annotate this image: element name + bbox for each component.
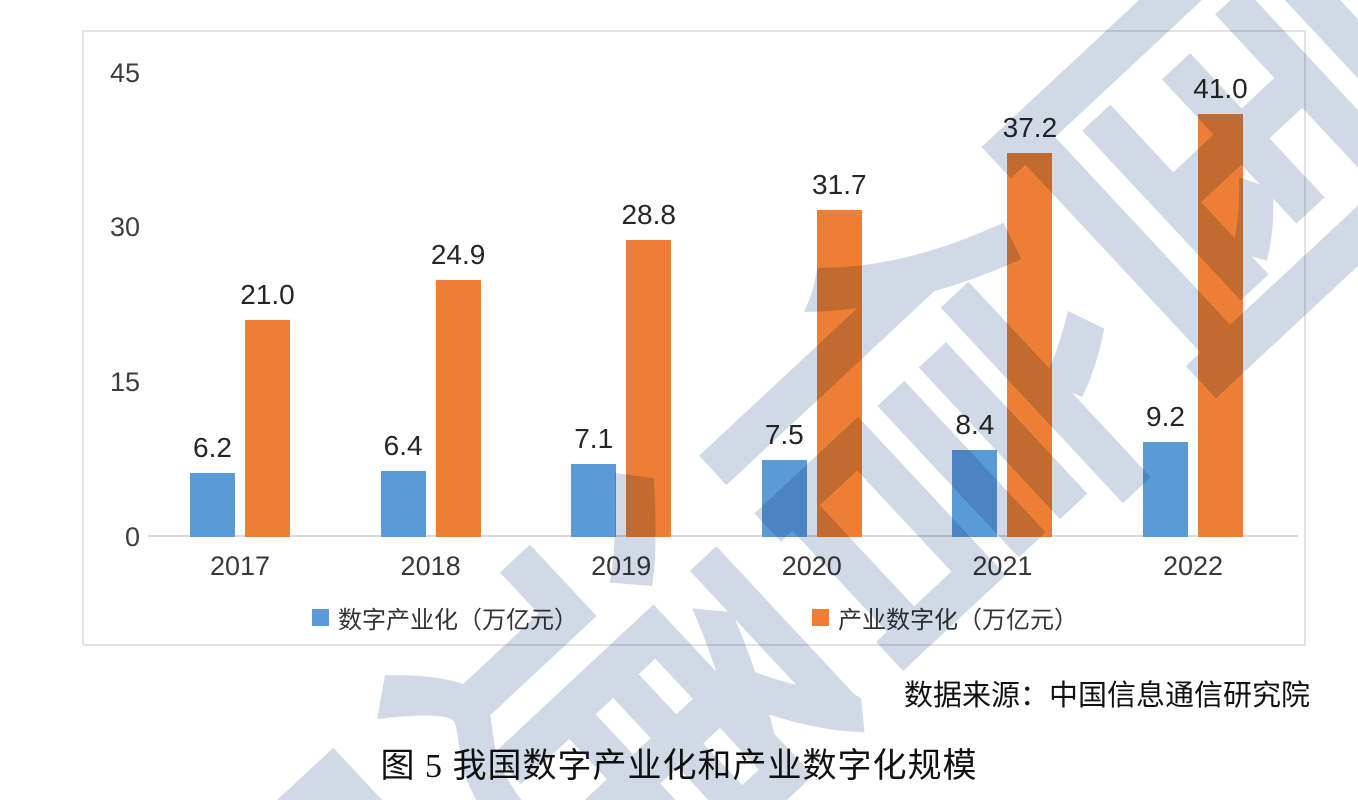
x-tick-label-2017: 2017: [209, 551, 271, 581]
value-label-industry-digitalization-2022: 41.0: [1193, 73, 1248, 104]
value-label-industry-digitalization-2021: 37.2: [1002, 112, 1058, 143]
bar-digital-industrialization-2017: [190, 473, 235, 537]
figure-caption: 图 5 我国数字产业化和产业数字化规模: [380, 748, 978, 785]
value-label-digital-industrialization-2022: 9.2: [1146, 401, 1185, 432]
y-tick-label-15: 15: [109, 367, 140, 398]
value-label-industry-digitalization-2020: 31.7: [812, 169, 867, 200]
value-label-industry-digitalization-2018: 24.9: [430, 239, 486, 270]
value-label-digital-industrialization-2018: 6.4: [383, 430, 423, 461]
x-tick-label-2018: 2018: [400, 551, 461, 581]
bar-digital-industrialization-2019: [571, 464, 617, 537]
bar-digital-industrialization-2018: [380, 471, 426, 537]
chart-frame: 0 15 30 45 6.2 21.0 2017 6.4 24.9 2018 7.1 28.8 2019…: [82, 30, 1306, 646]
bar-industry-digitalization-2021: [1007, 153, 1053, 537]
x-tick-label-2022: 2022: [1162, 551, 1224, 581]
legend-item-digital-industrialization: 数字产业化（万亿元）: [312, 602, 578, 634]
bar-industry-digitalization-2018: [435, 280, 481, 537]
x-tick-label-2021: 2021: [972, 551, 1033, 581]
bar-industry-digitalization-2017: [245, 320, 290, 537]
legend-label-industry-digitalization: 产业数字化（万亿元）: [838, 606, 1078, 634]
value-label-digital-industrialization-2021: 8.4: [955, 409, 995, 440]
y-tick-label-30: 30: [109, 212, 140, 243]
x-axis-line: [148, 535, 1298, 537]
x-tick-label-2019: 2019: [591, 551, 652, 581]
bar-industry-digitalization-2019: [626, 240, 672, 537]
plot-area: 0 15 30 45 6.2 21.0 2017 6.4 24.9 2018 7.1 28.8 2019…: [84, 32, 1304, 644]
value-label-industry-digitalization-2017: 21.0: [240, 279, 295, 310]
value-label-industry-digitalization-2019: 28.8: [621, 199, 676, 230]
source-note: 数据来源：中国信息通信研究院: [903, 680, 1310, 712]
x-tick-label-2020: 2020: [781, 551, 842, 581]
legend-swatch-industry-digitalization: [812, 608, 829, 626]
bar-digital-industrialization-2022: [1143, 442, 1188, 537]
bar-industry-digitalization-2020: [816, 210, 862, 537]
y-tick-label-45: 45: [109, 57, 140, 88]
value-label-digital-industrialization-2017: 6.2: [193, 432, 232, 463]
y-tick-label-0: 0: [124, 522, 140, 552]
bar-digital-industrialization-2020: [761, 460, 807, 537]
legend-item-industry-digitalization: 产业数字化（万亿元）: [812, 602, 1078, 634]
value-label-digital-industrialization-2020: 7.5: [764, 419, 804, 450]
value-label-digital-industrialization-2019: 7.1: [574, 423, 614, 454]
bar-digital-industrialization-2021: [952, 450, 998, 537]
bar-industry-digitalization-2022: [1198, 114, 1243, 537]
legend-swatch-digital-industrialization: [312, 608, 329, 626]
legend-label-digital-industrialization: 数字产业化（万亿元）: [338, 606, 578, 634]
legend: 数字产业化（万亿元） 产业数字化（万亿元）: [84, 602, 1304, 634]
